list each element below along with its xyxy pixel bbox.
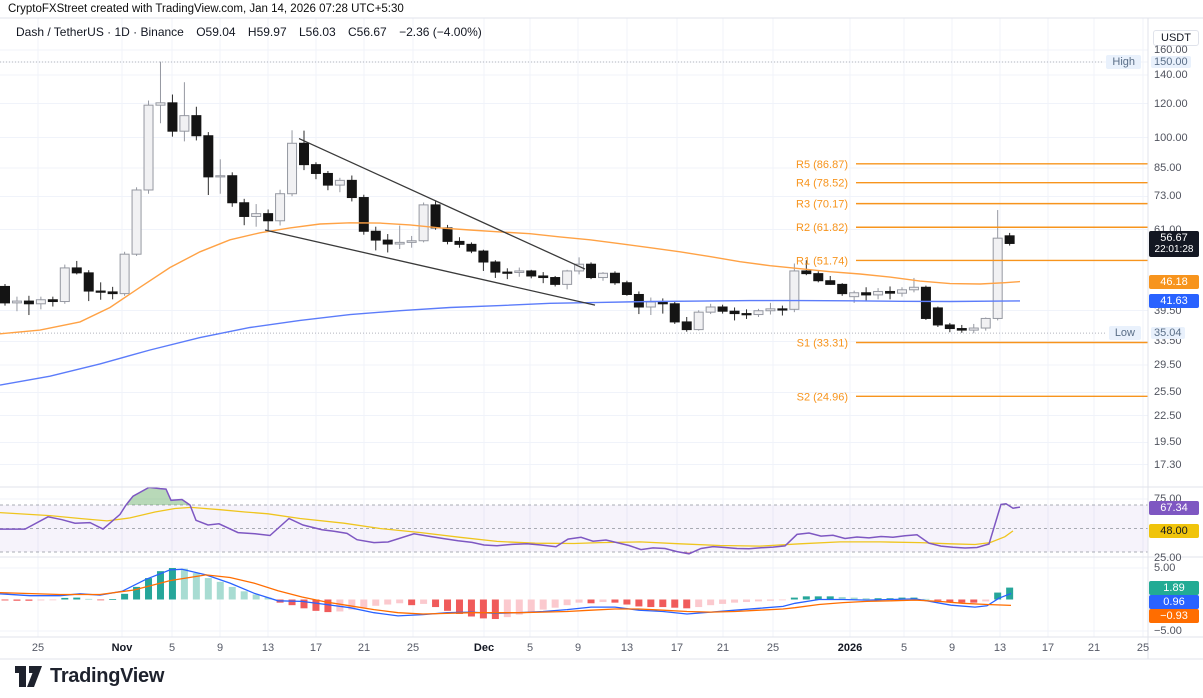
macd-panel bbox=[0, 568, 1014, 620]
level-label: S2 (24.96) bbox=[797, 391, 848, 403]
rsi-ma-badge: 48.00 bbox=[1149, 523, 1199, 538]
legend-close: C56.67 bbox=[348, 25, 387, 39]
macd-axis-tick: 5.00 bbox=[1154, 562, 1176, 574]
rsi-panel bbox=[0, 486, 1148, 555]
date-axis-label: Dec bbox=[473, 642, 495, 654]
high-low-lines bbox=[0, 61, 1105, 334]
price-axis-tick: 140.00 bbox=[1154, 68, 1188, 81]
price-axis-tick: 17.30 bbox=[1154, 458, 1182, 471]
price-axis-tick: 25.50 bbox=[1154, 386, 1182, 399]
date-axis-label: 9 bbox=[216, 642, 224, 654]
moving-averages bbox=[0, 222, 1021, 386]
macd-hist-badge: 1.89 bbox=[1149, 580, 1199, 595]
date-axis-label: 21 bbox=[1087, 642, 1101, 654]
price-axis-tick: 22.50 bbox=[1154, 409, 1182, 422]
date-axis-label: 13 bbox=[261, 642, 275, 654]
gridlines bbox=[0, 18, 1148, 637]
attribution-bar: CryptoFXStreet created with TradingView.… bbox=[0, 0, 1203, 18]
level-label: R1 (51.74) bbox=[796, 255, 848, 267]
rsi-axis-tick: 25.00 bbox=[1154, 551, 1182, 564]
legend-low: L56.03 bbox=[298, 25, 336, 39]
symbol-legend[interactable]: Dash / TetherUS · 1D · Binance O59.04 H5… bbox=[16, 25, 491, 39]
macd-signal-line bbox=[0, 574, 1012, 615]
rsi-value-badge: 67.34 bbox=[1149, 501, 1199, 516]
tradingview-logo-text: TradingView bbox=[50, 665, 165, 687]
panel-separators bbox=[0, 17, 1203, 660]
price-axis-tick: 29.50 bbox=[1154, 359, 1182, 372]
date-axis-label: 5 bbox=[900, 642, 908, 654]
date-axis-label: 17 bbox=[670, 642, 684, 654]
date-axis-label: 17 bbox=[309, 642, 323, 654]
level-label: S1 (33.31) bbox=[797, 338, 848, 350]
legend-high: H59.97 bbox=[247, 25, 287, 39]
ma-fast-badge: 46.18 bbox=[1149, 274, 1199, 289]
price-axis-tick: 160.00 bbox=[1154, 43, 1188, 56]
date-axis-label: 21 bbox=[357, 642, 371, 654]
date-axis-label: 25 bbox=[406, 642, 420, 654]
date-axis-label: Nov bbox=[111, 642, 133, 654]
candles-layer[interactable] bbox=[0, 61, 1015, 334]
date-axis-label: 9 bbox=[574, 642, 582, 654]
date-axis-label: 9 bbox=[948, 642, 956, 654]
date-axis-label: 21 bbox=[716, 642, 730, 654]
price-axis-tick: 19.50 bbox=[1154, 436, 1182, 449]
legend-change: −2.36 (−4.00%) bbox=[399, 25, 482, 39]
rsi-ma-line bbox=[0, 506, 1014, 547]
date-axis-label: 25 bbox=[766, 642, 780, 654]
rsi-line bbox=[0, 486, 1021, 555]
level-label: R3 (70.17) bbox=[796, 199, 848, 211]
ma-slow-badge: 41.63 bbox=[1149, 293, 1199, 308]
date-axis-label: 5 bbox=[168, 642, 176, 654]
symbol-title[interactable]: Dash / TetherUS · 1D · Binance bbox=[16, 25, 184, 39]
legend-open: O59.04 bbox=[196, 25, 236, 39]
trendlines[interactable] bbox=[264, 137, 596, 306]
date-axis-label: 13 bbox=[993, 642, 1007, 654]
level-label: R2 (61.82) bbox=[796, 222, 848, 234]
currency-toggle[interactable]: USDT bbox=[1153, 30, 1199, 46]
high-marker-label: High bbox=[1106, 55, 1141, 70]
price-axis-tick: 150.00 bbox=[1151, 56, 1191, 69]
price-axis-tick: 73.00 bbox=[1154, 190, 1182, 203]
date-axis-label: 25 bbox=[31, 642, 45, 654]
support-resistance-levels[interactable]: R5 (86.87) R4 (78.52) R3 (70.17) R2 (61.82)… bbox=[796, 159, 1148, 403]
low-marker-label: Low bbox=[1108, 326, 1141, 341]
macd-axis-tick: −5.00 bbox=[1154, 625, 1182, 637]
date-axis-label: 5 bbox=[526, 642, 534, 654]
date-axis-label: 25 bbox=[1136, 642, 1150, 654]
macd-line-badge: 0.96 bbox=[1149, 594, 1199, 609]
price-axis-tick: 120.00 bbox=[1154, 97, 1188, 110]
date-axis-label: 17 bbox=[1041, 642, 1055, 654]
tradingview-logo[interactable]: TradingView bbox=[14, 665, 164, 688]
date-axis-label: 13 bbox=[620, 642, 634, 654]
price-axis-tick: 85.00 bbox=[1154, 161, 1182, 174]
low-price-axis-label: 35.04 bbox=[1151, 327, 1185, 340]
date-axis-label: 2026 bbox=[837, 642, 863, 654]
current-price-badge: 56.67 22:01:28 bbox=[1149, 231, 1199, 258]
price-axis-tick: 100.00 bbox=[1154, 131, 1188, 144]
tradingview-logo-icon bbox=[15, 666, 42, 687]
attribution-text: CryptoFXStreet created with TradingView.… bbox=[8, 3, 404, 15]
countdown-timer: 22:01:28 bbox=[1154, 244, 1194, 256]
level-label: R4 (78.52) bbox=[796, 178, 848, 190]
macd-signal-badge: −0.93 bbox=[1149, 608, 1199, 623]
level-label: R5 (86.87) bbox=[796, 159, 848, 171]
